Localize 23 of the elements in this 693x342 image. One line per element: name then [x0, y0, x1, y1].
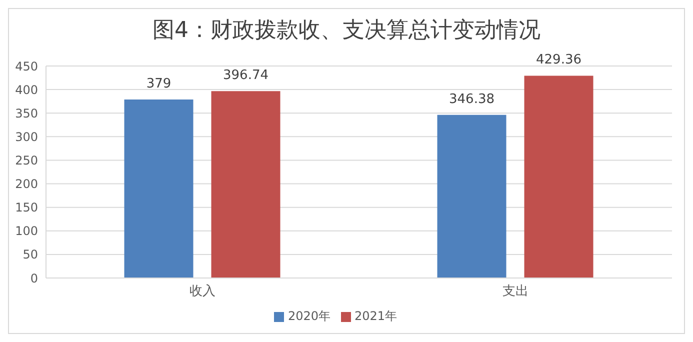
bar: [124, 99, 194, 278]
bar: [524, 76, 594, 278]
legend-label: 2020年: [288, 309, 330, 323]
x-tick-label: 收入: [190, 284, 216, 300]
bar: [211, 91, 280, 278]
y-tick-label: 300: [15, 130, 38, 144]
y-tick-label: 100: [15, 224, 38, 238]
y-tick-label: 250: [15, 153, 38, 168]
data-label: 429.36: [536, 52, 582, 68]
bar: [437, 114, 506, 278]
y-tick-label: 50: [22, 248, 38, 262]
chart-title: 图4：财政拨款收、支决算总计变动情况: [152, 17, 542, 45]
data-label: 396.74: [223, 68, 268, 84]
y-tick-label: 400: [15, 82, 38, 97]
y-tick-label: 200: [15, 177, 38, 192]
y-tick-label: 0: [30, 271, 38, 286]
x-tick-label: 支出: [502, 284, 528, 300]
data-label: 379: [146, 76, 172, 92]
y-tick-label: 150: [15, 200, 38, 215]
legend-label: 2021年: [354, 309, 398, 323]
y-tick-label: 450: [15, 59, 38, 74]
data-label: 346.38: [449, 92, 494, 107]
y-tick-label: 350: [15, 106, 38, 120]
